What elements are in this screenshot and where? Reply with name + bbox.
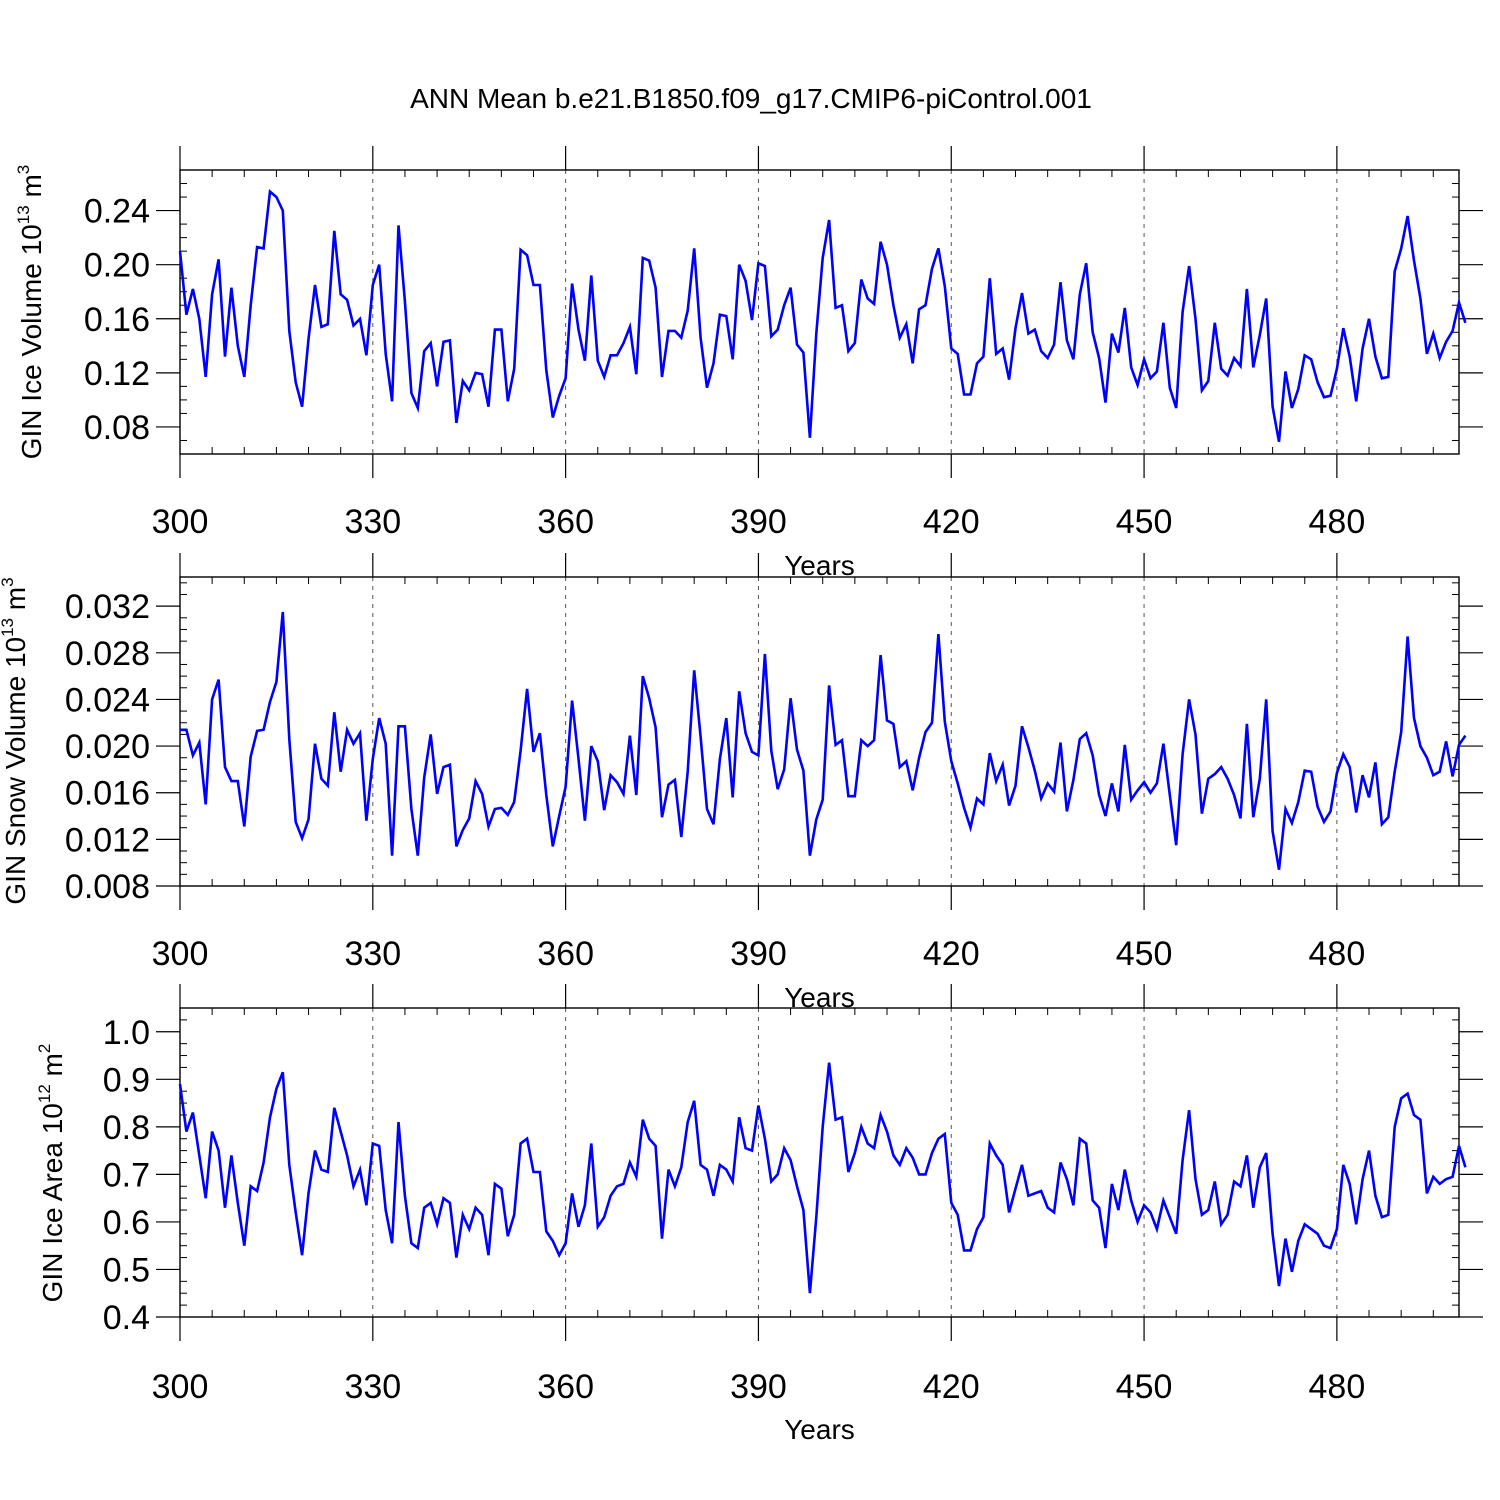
x-tick-label: 480 [1309,935,1366,973]
y-tick-label: 0.7 [103,1156,150,1194]
panel-2: 300 330 360 390 420 450 480 0.008 0.012 0.016 0.02… [0,553,1483,1013]
panel-3: 300 330 360 390 420 450 480 0.4 0.5 0.6 0.7 0.8 0.9 1… [35,984,1483,1445]
x-tick-label: 480 [1309,1368,1366,1406]
x-tick-label: 330 [344,503,401,541]
series-line [180,611,1467,870]
y-axis-label-main: GIN Ice Area 10 [37,1103,68,1302]
y-tick-label: 0.012 [65,821,150,859]
plot-frame [179,169,1460,455]
y-axis-label-unit-exponent: 3 [14,165,33,174]
x-tick-label: 300 [152,1368,209,1406]
plot-frame [179,576,1460,887]
y-axis-label-main: GIN Snow Volume 10 [0,637,31,905]
y-axis-label-unit-exponent: 2 [35,1044,54,1053]
y-axis-label-unit-exponent: 3 [0,577,17,586]
x-tick-label: 420 [923,935,980,973]
y-tick-label: 0.028 [65,635,150,673]
x-tick-label: 420 [923,503,980,541]
y-tick-label: 1.0 [103,1014,150,1052]
y-tick-label: 0.08 [84,409,150,447]
x-axis-label: Years [784,1414,855,1445]
x-tick-label: 420 [923,1368,980,1406]
x-tick-label: 360 [537,935,594,973]
y-tick-label: 0.9 [103,1061,150,1099]
x-tick-label: 480 [1309,503,1366,541]
x-tick-label: 330 [344,935,401,973]
x-tick-label: 330 [344,1368,401,1406]
y-axis-label-main: GIN Ice Volume 10 [16,224,47,459]
y-tick-label: 0.008 [65,868,150,906]
y-axis-label-exponent: 12 [35,1084,54,1103]
x-tick-label: 450 [1116,935,1173,973]
x-tick-label: 390 [730,503,787,541]
y-tick-label: 0.020 [65,728,150,766]
y-tick-label: 0.20 [84,247,150,285]
panel-1: 300 330 360 390 420 450 480 0.08 0.12 0.16 0.20 0.2… [14,146,1483,581]
series-line [178,1062,1467,1294]
y-tick-label: 0.5 [103,1251,150,1289]
x-tick-label: 360 [537,503,594,541]
y-axis-label-unit: m [0,587,31,618]
y-axis-label-exponent: 13 [0,618,17,637]
y-tick-label: 0.032 [65,588,150,626]
y-tick-label: 0.016 [65,775,150,813]
y-tick-label: 0.024 [65,681,150,719]
y-tick-label: 0.6 [103,1204,150,1242]
x-tick-label: 300 [152,935,209,973]
y-tick-label: 0.12 [84,355,150,393]
y-axis-label-unit: m [37,1053,68,1084]
series-line [178,189,1467,443]
y-axis-label-unit: m [16,174,47,205]
x-tick-label: 450 [1116,1368,1173,1406]
x-axis-label: Years [784,550,855,581]
plot-frame [179,1007,1460,1318]
x-tick-label: 390 [730,1368,787,1406]
y-axis-label: GIN Ice Volume 1013 m3 [14,165,47,460]
y-tick-label: 0.24 [84,193,150,231]
chart-title: ANN Mean b.e21.B1850.f09_g17.CMIP6-piCon… [410,83,1092,114]
x-tick-label: 360 [537,1368,594,1406]
y-tick-label: 0.16 [84,301,150,339]
x-tick-label: 450 [1116,503,1173,541]
y-axis-label: GIN Snow Volume 1013 m3 [0,577,31,904]
y-axis-label: GIN Ice Area 1012 m2 [35,1044,68,1303]
x-tick-label: 300 [152,503,209,541]
y-axis-label-exponent: 13 [14,205,33,224]
y-tick-label: 0.8 [103,1109,150,1147]
x-tick-label: 390 [730,935,787,973]
y-tick-label: 0.4 [103,1299,150,1337]
